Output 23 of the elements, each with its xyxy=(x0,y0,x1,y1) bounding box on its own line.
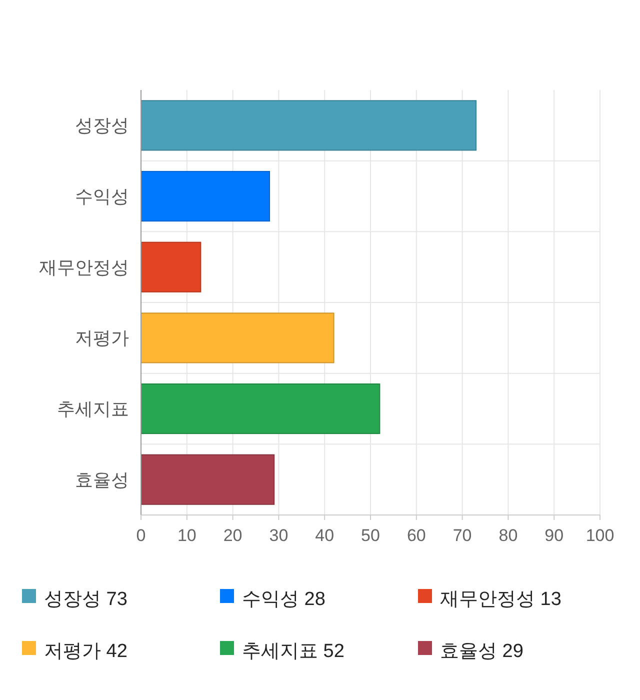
x-tick-label: 100 xyxy=(586,526,614,545)
legend-label: 추세지표 52 xyxy=(242,640,344,662)
legend-label: 효율성 29 xyxy=(440,640,524,662)
x-tick-label: 50 xyxy=(361,526,380,545)
y-tick-label: 재무안정성 xyxy=(39,257,129,278)
y-tick-label: 성장성 xyxy=(75,116,129,136)
legend-label: 재무안정성 13 xyxy=(440,588,562,610)
x-tick-label: 40 xyxy=(315,526,334,545)
x-tick-label: 20 xyxy=(223,526,242,545)
x-tick-label: 10 xyxy=(177,526,196,545)
x-tick-label: 70 xyxy=(452,526,472,545)
legend-label: 저평가 42 xyxy=(44,640,128,662)
legend-label: 성장성 73 xyxy=(44,588,128,610)
x-tick-label: 80 xyxy=(498,526,518,545)
y-tick-label: 수익성 xyxy=(75,186,129,207)
y-tick-label: 추세지표 xyxy=(57,399,129,420)
x-tick-label: 60 xyxy=(406,526,426,545)
x-tick-label: 90 xyxy=(544,526,564,545)
y-tick-label: 효율성 xyxy=(75,470,129,490)
y-tick-label: 저평가 xyxy=(75,328,129,348)
x-tick-label: 30 xyxy=(269,526,288,545)
legend-label: 수익성 28 xyxy=(242,588,326,610)
x-tick-label: 0 xyxy=(136,526,146,545)
